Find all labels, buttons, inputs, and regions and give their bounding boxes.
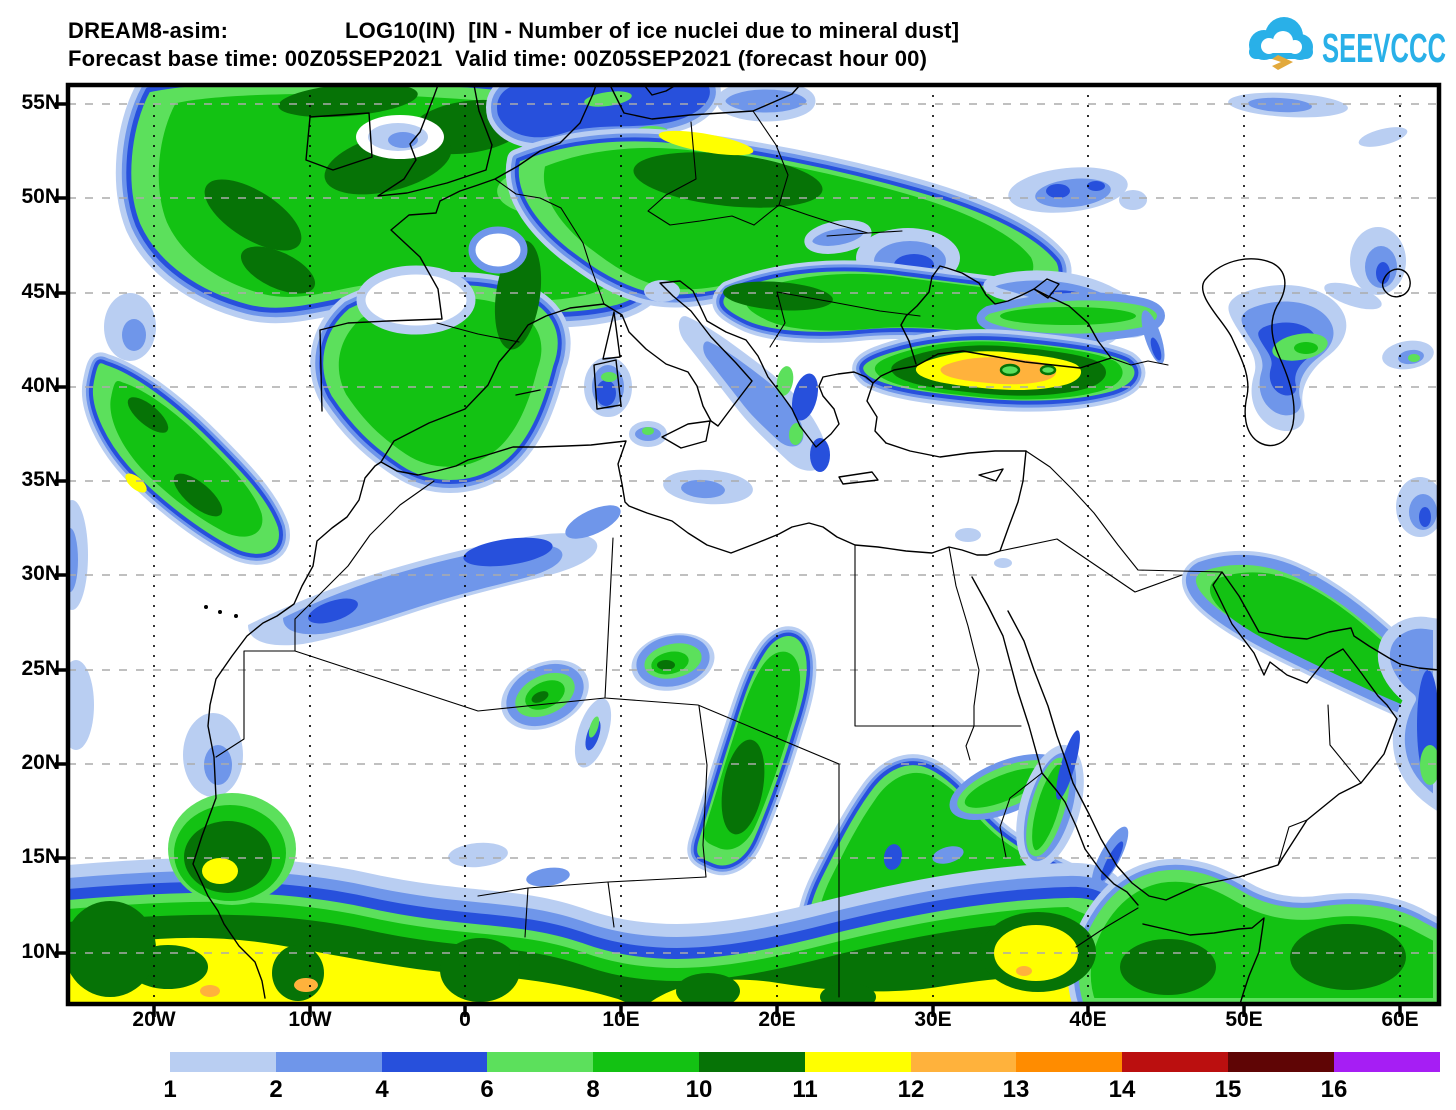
lat-label: 25N (21, 657, 60, 680)
contour-sahel-bands (68, 793, 1122, 1004)
lon-label: 40E (1069, 1008, 1107, 1031)
seevccc-logo: SEEVCCC (1249, 17, 1446, 71)
lat-label: 40N (21, 374, 60, 397)
lon-label: 10W (288, 1008, 332, 1031)
grid-lines (68, 85, 1439, 1004)
contour-baltic-blue (486, 85, 816, 149)
lat-label: 50N (21, 185, 60, 208)
lon-label: 0 (459, 1008, 471, 1031)
lat-label: 30N (21, 562, 60, 585)
lat-label: 35N (21, 468, 60, 491)
lon-label: 20E (758, 1008, 796, 1031)
scale-label: 13 (1002, 1076, 1030, 1103)
logo-text: SEEVCCC (1322, 25, 1446, 71)
lat-label: 45N (21, 280, 60, 303)
scale-label: 12 (897, 1076, 925, 1103)
scale-label: 11 (792, 1076, 818, 1103)
contour-atlantic-streak (81, 293, 290, 565)
scale-swatch (381, 1052, 488, 1072)
lon-label: 30E (914, 1008, 952, 1031)
axis-ticks (55, 102, 1402, 1017)
contour-adriatic (644, 280, 830, 472)
scale-label: 4 (375, 1076, 389, 1103)
lat-label: 55N (21, 91, 60, 114)
scale-swatch (1016, 1052, 1123, 1072)
lat-label: 20N (21, 751, 60, 774)
contour-tibesti (687, 626, 817, 876)
scale-swatch (487, 1052, 594, 1072)
color-scale (170, 1052, 1440, 1072)
scale-label: 15 (1214, 1076, 1242, 1103)
forecast-map (55, 82, 1442, 1017)
scale-swatch (170, 1052, 276, 1072)
scale-swatch (698, 1052, 805, 1072)
scale-swatch (593, 1052, 699, 1072)
contour-northeast-blues (1228, 92, 1434, 370)
contour-air-massif (574, 633, 715, 768)
scale-label: 2 (269, 1076, 283, 1103)
contour-france-iberia (310, 226, 571, 493)
scale-swatch (1122, 1052, 1228, 1072)
lon-label: 50E (1225, 1008, 1263, 1031)
scale-swatch (1227, 1052, 1334, 1072)
scale-label: 10 (685, 1076, 713, 1103)
scale-label: 16 (1320, 1076, 1348, 1103)
scale-label: 14 (1108, 1076, 1136, 1103)
contour-nw-africa-band (68, 500, 621, 797)
country-borders (215, 110, 1362, 998)
scale-swatch (275, 1052, 382, 1072)
page-title: LOG10(IN) [IN - Number of ice nuclei due… (345, 18, 960, 43)
contour-red-sea (955, 528, 1129, 888)
scale-label: 8 (586, 1076, 600, 1103)
contour-right-edge (1377, 477, 1439, 811)
contour-caspian (1228, 282, 1382, 432)
contour-turkey-maximum (852, 329, 1146, 412)
lon-label: 20W (132, 1008, 176, 1031)
coastlines (192, 85, 1439, 1004)
scale-swatch (910, 1052, 1017, 1072)
scale-swatch (1333, 1052, 1440, 1072)
contour-shading (68, 85, 1439, 1004)
scale-swatch (804, 1052, 911, 1072)
contour-hoggar (501, 660, 589, 730)
lon-label: 10E (602, 1008, 640, 1031)
lon-label: 60E (1381, 1008, 1419, 1031)
map-frame (65, 82, 1442, 1007)
forecast-time-subtitle: Forecast base time: 00Z05SEP2021 Valid t… (68, 46, 928, 71)
cloud-lightning-icon (1249, 17, 1313, 70)
contour-caucasus (976, 270, 1165, 364)
model-label: DREAM8-asim: (68, 18, 229, 43)
scale-label: 6 (480, 1076, 494, 1103)
lat-label: 15N (21, 845, 60, 868)
lat-label: 10N (21, 940, 60, 963)
scale-label: 1 (163, 1076, 177, 1103)
